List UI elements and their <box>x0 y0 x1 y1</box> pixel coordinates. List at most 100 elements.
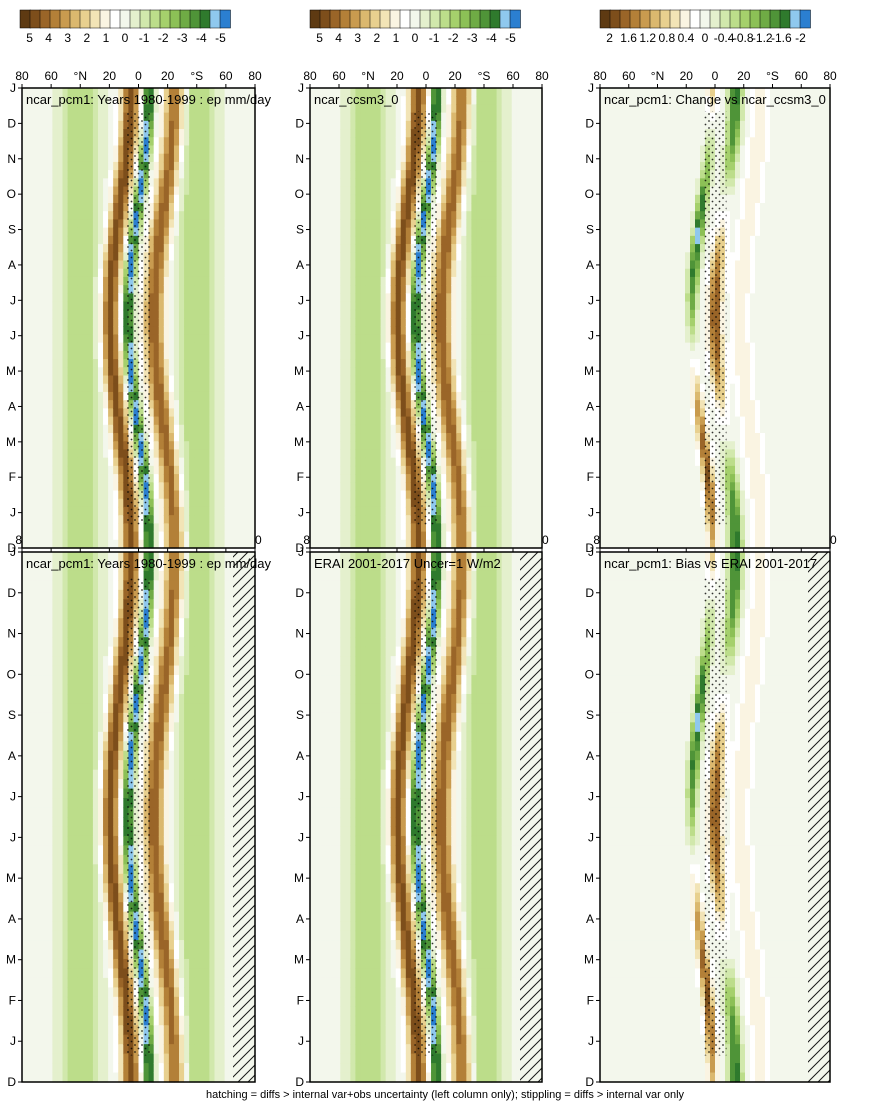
heat-cell <box>123 285 129 294</box>
heat-cell <box>103 712 109 723</box>
heat-cell <box>219 921 226 932</box>
heat-cell <box>97 1034 104 1045</box>
heat-cell <box>52 235 59 245</box>
heat-cell <box>27 178 33 188</box>
heat-cell <box>113 1063 119 1074</box>
heat-cell <box>52 301 59 311</box>
heat-cell <box>52 268 59 278</box>
heat-cell <box>224 285 231 294</box>
heat-cell <box>52 186 59 196</box>
heat-cell <box>37 1063 43 1074</box>
heat-cell <box>87 227 94 237</box>
heat-cell <box>209 235 216 245</box>
heat-cell <box>229 375 236 385</box>
heat-cell <box>194 482 200 492</box>
heat-cell <box>158 1063 165 1074</box>
heat-cell <box>209 145 216 155</box>
heat-cell <box>214 523 221 533</box>
heat-cell <box>77 618 84 629</box>
heat-cell <box>214 608 221 619</box>
heat-cell <box>103 627 109 638</box>
heat-cell <box>148 722 155 733</box>
heat-cell <box>32 561 38 572</box>
heat-cell <box>173 161 180 171</box>
heat-cell <box>67 120 74 130</box>
heat-cell <box>22 285 28 294</box>
heat-cell <box>168 760 175 771</box>
heat-cell <box>57 145 64 155</box>
heat-cell <box>32 788 38 799</box>
heat-cell <box>72 589 79 600</box>
heat-cell <box>224 523 231 533</box>
heat-cell <box>204 892 211 903</box>
heat-cell <box>42 769 48 780</box>
heat-cell <box>72 693 79 705</box>
heat-cell <box>229 731 236 742</box>
heat-cell <box>184 367 190 377</box>
month-tick-label: A <box>8 912 16 926</box>
heat-cell <box>148 589 155 600</box>
heat-cell <box>67 589 74 600</box>
heat-cell <box>209 854 216 865</box>
heat-cell <box>123 1063 129 1074</box>
heat-cell <box>224 268 231 278</box>
heat-cell <box>113 873 119 884</box>
heat-cell <box>97 293 104 303</box>
heat-cell <box>118 892 124 903</box>
heat-cell <box>67 854 74 865</box>
heat-cell <box>67 350 74 360</box>
heat-cell <box>32 1034 38 1045</box>
heat-cell <box>77 309 84 319</box>
heat-cell <box>199 359 205 368</box>
heat-cell <box>113 693 119 705</box>
heat-cell <box>189 523 195 533</box>
heat-cell <box>92 498 99 508</box>
heat-cell <box>173 252 180 262</box>
heat-cell <box>57 293 64 303</box>
heat-cell <box>214 104 221 114</box>
heat-cell <box>113 350 119 360</box>
heat-cell <box>189 864 195 875</box>
heat-cell <box>199 334 205 344</box>
heat-cell <box>77 845 84 856</box>
heat-cell <box>148 449 155 459</box>
heat-cell <box>87 252 94 262</box>
heat-cell <box>184 383 190 393</box>
heat-cell <box>52 112 59 122</box>
heat-cell <box>163 186 170 196</box>
heat-cell <box>42 1015 48 1026</box>
heat-cell <box>189 703 195 714</box>
heat-cell <box>194 531 200 541</box>
heat-cell <box>62 930 69 941</box>
heat-cell <box>97 656 104 667</box>
heat-cell <box>219 561 226 572</box>
heat-cell <box>77 400 84 409</box>
heat-cell <box>72 873 79 884</box>
heat-cell <box>27 498 33 508</box>
heat-cell <box>27 845 33 856</box>
heat-cell <box>209 1072 216 1083</box>
heat-cell <box>148 416 155 426</box>
heat-cell <box>27 883 33 894</box>
heat-cell <box>209 1034 216 1045</box>
heat-cell <box>57 779 64 790</box>
heat-cell <box>194 618 200 629</box>
heat-cell <box>153 293 160 303</box>
heat-cell <box>204 599 211 610</box>
heat-cell <box>92 515 99 524</box>
heat-cell <box>37 1015 43 1026</box>
heat-cell <box>42 958 48 970</box>
heat-cell <box>37 921 43 932</box>
heat-cell <box>189 506 195 516</box>
heat-cell <box>77 684 84 695</box>
heat-cell <box>194 693 200 705</box>
heat-cell <box>97 826 104 837</box>
heat-cell <box>184 722 190 733</box>
heat-cell <box>199 873 205 884</box>
heat-cell <box>199 276 205 286</box>
heat-cell <box>77 293 84 303</box>
heat-cell <box>148 627 155 638</box>
heat-cell <box>72 892 79 903</box>
heat-cell <box>82 1015 89 1026</box>
heat-cell <box>118 129 124 138</box>
